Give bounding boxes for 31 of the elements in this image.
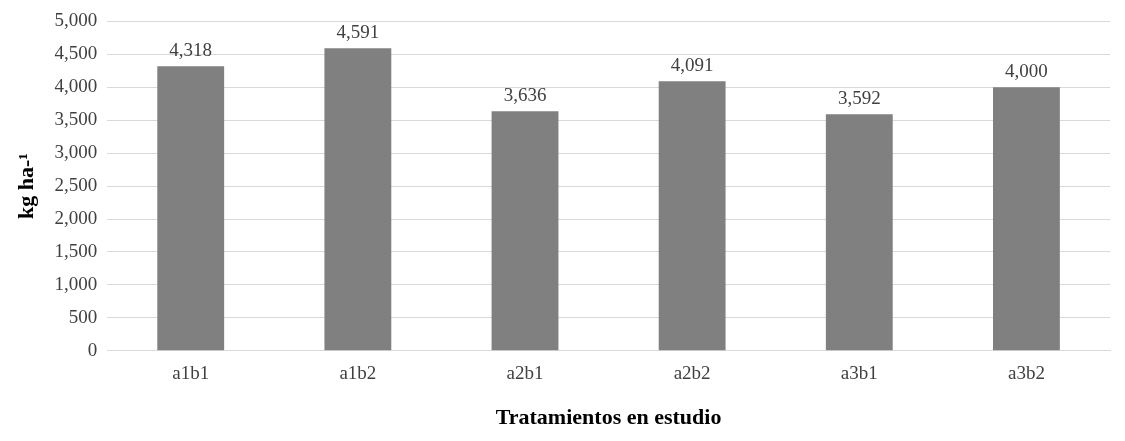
y-tick-label: 1,000 xyxy=(54,272,98,294)
bar xyxy=(324,48,392,351)
data-label: 4,318 xyxy=(169,38,213,60)
x-tick-label: a3b1 xyxy=(840,362,878,384)
y-tick-label: 5,000 xyxy=(54,9,98,31)
x-tick-label: a2b2 xyxy=(673,362,711,384)
bar xyxy=(658,81,726,351)
bar xyxy=(157,66,225,351)
y-tick-label: 0 xyxy=(87,338,98,360)
y-axis-title: kg ha-¹ xyxy=(12,153,38,220)
bar xyxy=(993,87,1060,351)
y-tick-label: 3,500 xyxy=(54,108,98,130)
x-tick-label: a2b1 xyxy=(506,362,544,384)
data-label: 4,091 xyxy=(670,53,714,75)
y-tick-label: 4,500 xyxy=(54,42,98,64)
x-tick-label: a1b2 xyxy=(339,362,377,384)
data-label: 3,592 xyxy=(837,86,881,108)
bar xyxy=(825,114,893,351)
data-label: 3,636 xyxy=(503,83,547,105)
y-tick-label: 500 xyxy=(68,305,98,327)
y-tick-label: 2,500 xyxy=(54,174,98,196)
x-tick-label: a3b2 xyxy=(1007,362,1045,384)
y-tick-label: 2,000 xyxy=(54,207,98,229)
y-tick-label: 4,000 xyxy=(54,75,98,97)
data-label: 4,591 xyxy=(336,20,380,42)
x-axis-title: Tratamientos en estudio xyxy=(495,404,722,430)
data-label: 4,000 xyxy=(1005,59,1048,81)
y-tick-label: 1,500 xyxy=(54,239,98,261)
x-tick-label: a1b1 xyxy=(172,362,210,384)
y-tick-label: 3,000 xyxy=(54,141,98,163)
bar xyxy=(491,111,559,351)
